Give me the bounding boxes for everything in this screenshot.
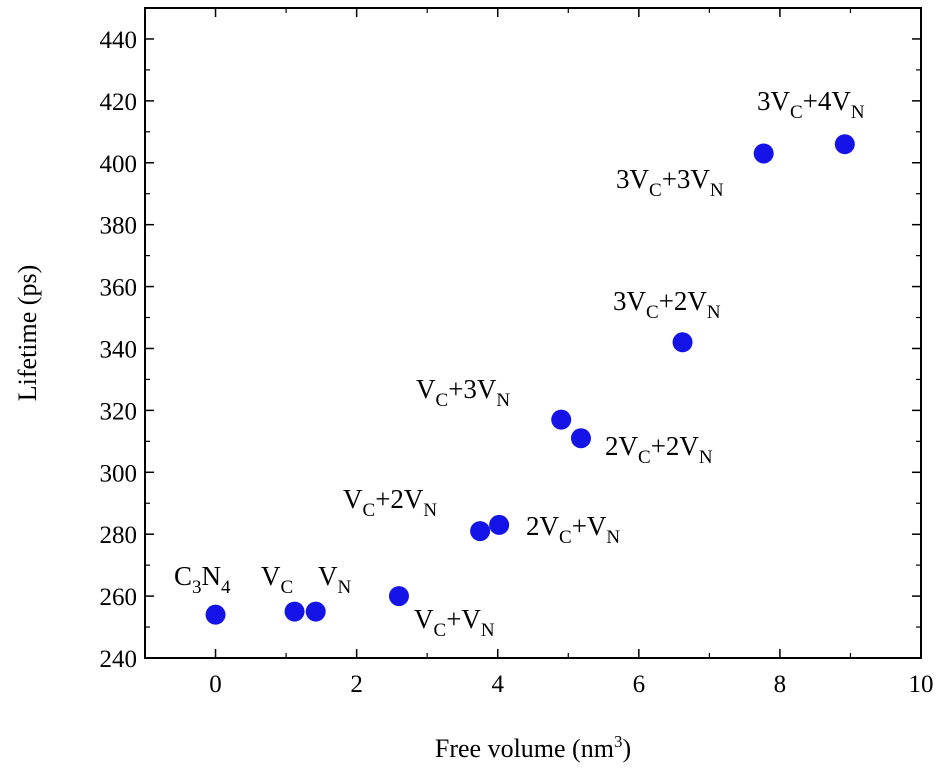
- label-subscript: N: [423, 500, 437, 521]
- y-axis-title: Lifetime (ps): [13, 265, 42, 401]
- label-text: +2V: [659, 286, 708, 316]
- data-point: [570, 428, 591, 449]
- x-tick-label: 0: [209, 671, 222, 698]
- label-subscript: 3: [192, 577, 202, 598]
- label-subscript: C: [363, 500, 376, 521]
- data-point: [388, 586, 409, 607]
- y-tick-label: 360: [100, 275, 138, 302]
- y-tick-label: 420: [100, 89, 138, 116]
- x-tick-label: 4: [491, 671, 504, 698]
- data-point: [753, 143, 774, 164]
- label-text: +3V: [448, 374, 497, 404]
- label-subscript: C: [649, 180, 662, 201]
- label-text: N: [202, 561, 222, 591]
- label-subscript: N: [481, 620, 495, 641]
- point-label: 3VC+2VN: [613, 286, 721, 323]
- data-point: [672, 332, 693, 353]
- point-label: 2VC+VN: [526, 511, 620, 548]
- x-tick-label: 6: [633, 671, 646, 698]
- x-tick-label: 8: [774, 671, 787, 698]
- y-tick-label: 340: [100, 336, 138, 363]
- x-axis-title-text: Free volume (nm: [435, 734, 614, 763]
- x-axis-title: Free volume (nm3): [435, 732, 631, 763]
- point-label: VC: [261, 561, 293, 598]
- label-subscript: N: [707, 302, 721, 323]
- label-subscript: C: [436, 390, 449, 411]
- point-label: VC+3VN: [416, 374, 510, 411]
- point-label: VN: [318, 561, 352, 598]
- label-subscript: N: [699, 447, 713, 468]
- label-text: +2V: [651, 431, 700, 461]
- point-label: 2VC+2VN: [605, 431, 713, 468]
- label-subscript: N: [338, 577, 352, 598]
- point-label: C3N4: [174, 561, 231, 598]
- label-text: +4V: [803, 86, 852, 116]
- point-label: VC+2VN: [343, 484, 437, 521]
- point-label: VC+VN: [414, 604, 495, 641]
- label-subscript: C: [434, 620, 447, 641]
- label-subscript: N: [851, 102, 865, 123]
- label-subscript: C: [638, 447, 651, 468]
- y-tick-label: 240: [100, 646, 138, 673]
- data-point: [551, 409, 572, 430]
- x-tick-label: 2: [350, 671, 363, 698]
- label-text: +V: [572, 511, 607, 541]
- data-point: [205, 604, 226, 625]
- label-text: V: [416, 374, 436, 404]
- label-subscript: C: [281, 577, 294, 598]
- data-point: [284, 601, 305, 622]
- data-points: [205, 134, 855, 625]
- label-text: +V: [446, 604, 481, 634]
- y-tick-label: 380: [100, 213, 138, 240]
- x-axis-title-sup: 3: [614, 732, 623, 751]
- y-tick-label: 260: [100, 584, 138, 611]
- data-point: [305, 601, 326, 622]
- x-axis-title-end: ): [622, 734, 631, 763]
- label-text: +3V: [662, 164, 711, 194]
- data-point: [470, 521, 491, 542]
- point-labels: C3N4 VC VNVC+VNVC+2VN2VC+VNVC+3VN2VC+2VN3V…: [174, 86, 865, 641]
- plot-frame: [144, 7, 922, 659]
- point-label: 3VC+3VN: [616, 164, 724, 201]
- label-text: 3V: [613, 286, 647, 316]
- label-text: 2V: [605, 431, 639, 461]
- label-text: V: [318, 561, 338, 591]
- y-tick-label: 400: [100, 151, 138, 178]
- y-tick-label: 300: [100, 460, 138, 487]
- label-text: C: [174, 561, 192, 591]
- y-tick-label: 440: [100, 27, 138, 54]
- label-subscript: N: [606, 527, 620, 548]
- label-subscript: C: [790, 102, 803, 123]
- axis-ticks: 0 2 4 6 8 10 240 260 280 300 320 340 360 380 400 420 440: [100, 8, 934, 698]
- label-subscript: C: [646, 302, 659, 323]
- label-text: V: [261, 561, 281, 591]
- y-tick-label: 320: [100, 398, 138, 425]
- label-text: 3V: [616, 164, 650, 194]
- x-tick-label: 10: [909, 671, 934, 698]
- label-text: 3V: [757, 86, 791, 116]
- label-text: 2V: [526, 511, 560, 541]
- label-subscript: N: [710, 180, 724, 201]
- label-subscript: N: [496, 390, 510, 411]
- data-point: [834, 134, 855, 155]
- label-subscript: 4: [221, 577, 231, 598]
- data-point: [489, 514, 510, 535]
- y-tick-label: 280: [100, 522, 138, 549]
- point-label: 3VC+4VN: [757, 86, 865, 123]
- label-text: V: [414, 604, 434, 634]
- label-text: +2V: [375, 484, 424, 514]
- label-subscript: C: [559, 527, 572, 548]
- label-text: V: [343, 484, 363, 514]
